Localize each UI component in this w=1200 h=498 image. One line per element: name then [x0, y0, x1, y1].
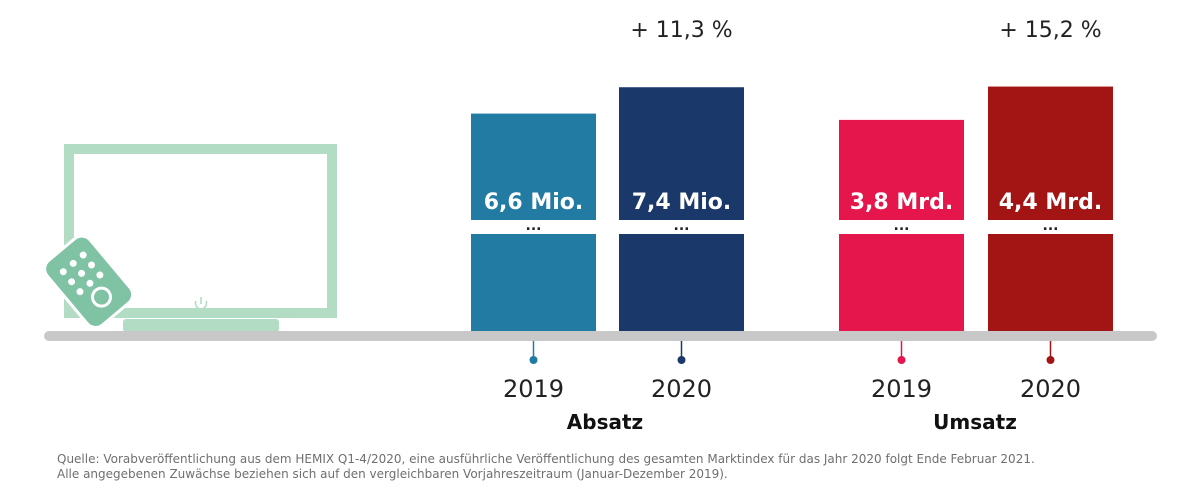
bar-umsatz-2020 [988, 86, 1113, 331]
group-label-umsatz: Umsatz [933, 410, 1017, 434]
value-label-umsatz-2020: 4,4 Mrd. [999, 190, 1102, 215]
change-label-umsatz: + 15,2 % [999, 18, 1101, 43]
axis-break-mark-umsatz-2020: ... [1043, 218, 1059, 234]
value-label-absatz-2019: 6,6 Mio. [484, 190, 584, 215]
axis-break-mark-absatz-2020: ... [674, 218, 690, 234]
tick-dot-umsatz-2020 [1046, 356, 1055, 364]
tv-icon [64, 144, 337, 332]
tick-dot-absatz-2019 [529, 356, 538, 364]
group-label-absatz: Absatz [567, 410, 643, 434]
axis-break-umsatz-2019 [839, 220, 964, 234]
axis-break-mark-absatz-2019: ... [526, 218, 542, 234]
source-note: Quelle: Vorabveröffentlichung aus dem HE… [57, 452, 1035, 466]
power-icon [194, 297, 208, 310]
remote-control-icon [43, 234, 135, 329]
axis-break-umsatz-2020 [988, 220, 1113, 234]
year-label-umsatz-2020: 2020 [1020, 375, 1081, 403]
year-label-absatz-2020: 2020 [651, 375, 712, 403]
bar-absatz-2020 [619, 87, 744, 331]
value-label-absatz-2020: 7,4 Mio. [632, 190, 732, 215]
axis-break-mark-umsatz-2019: ... [894, 218, 910, 234]
axis-break-absatz-2020 [619, 220, 744, 234]
year-label-absatz-2019: 2019 [503, 375, 564, 403]
year-label-umsatz-2019: 2019 [871, 375, 932, 403]
value-label-umsatz-2019: 3,8 Mrd. [850, 190, 953, 215]
tick-dot-umsatz-2019 [897, 356, 906, 364]
tick-dot-absatz-2020 [677, 356, 686, 364]
axis-break-absatz-2019 [471, 220, 596, 234]
change-label-absatz: + 11,3 % [630, 18, 732, 43]
comparison-note: Alle angegebenen Zuwächse beziehen sich … [57, 467, 728, 481]
